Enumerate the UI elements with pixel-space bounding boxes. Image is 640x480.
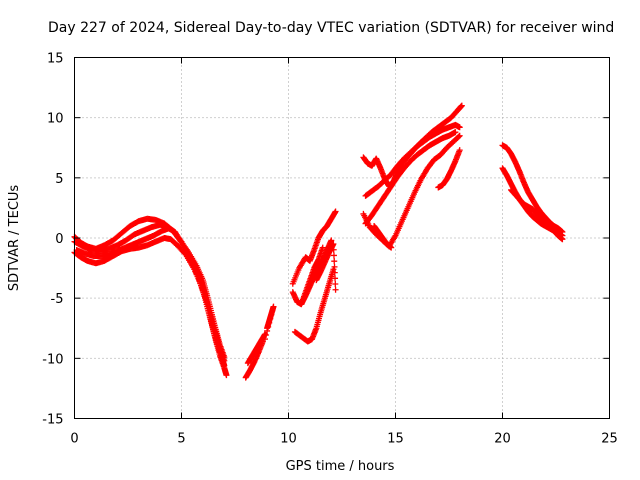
data-point	[221, 357, 228, 364]
data-point	[268, 311, 275, 318]
data-point	[331, 258, 338, 265]
data-point	[319, 244, 326, 251]
data-point	[331, 263, 338, 270]
series-track-u	[508, 186, 566, 243]
series-track-j	[291, 266, 337, 345]
data-point	[223, 372, 230, 379]
data-point	[266, 319, 273, 326]
data-point	[559, 236, 566, 243]
axis-ticks	[74, 57, 610, 419]
data-point	[267, 315, 274, 322]
data-point	[458, 102, 465, 109]
series-track-p	[362, 129, 459, 227]
x-tick-label: 10	[280, 432, 297, 447]
series-track-l	[298, 244, 326, 308]
data-points	[71, 102, 566, 381]
data-point	[455, 133, 462, 140]
series-track-o	[362, 121, 463, 199]
x-tick-label: 5	[177, 432, 185, 447]
y-tick-label: 0	[55, 232, 63, 247]
y-tick-label: 15	[47, 52, 64, 67]
series-track-s	[499, 142, 566, 235]
data-point	[388, 244, 395, 251]
data-point	[328, 237, 335, 244]
y-tick-label: 5	[55, 172, 63, 187]
x-tick-label: 20	[494, 432, 511, 447]
x-axis-label: GPS time / hours	[286, 459, 395, 474]
series-track-h	[289, 208, 339, 287]
series-track-q	[371, 222, 395, 251]
y-axis-label: SDTVAR / TECUs	[7, 185, 22, 292]
data-point	[456, 124, 463, 131]
series-track-e	[242, 338, 266, 381]
x-tick-label: 25	[601, 432, 618, 447]
series-track-k	[313, 241, 339, 293]
data-point	[332, 286, 339, 293]
data-point	[265, 323, 272, 330]
data-point	[331, 269, 338, 276]
data-point	[456, 132, 463, 139]
data-point	[332, 208, 339, 215]
data-point	[270, 303, 277, 310]
data-point	[452, 129, 459, 136]
y-tick-label: 10	[47, 112, 64, 127]
data-point	[261, 336, 268, 343]
y-tick-label: -15	[42, 413, 63, 428]
series-track-d	[73, 225, 228, 364]
data-point	[330, 252, 337, 259]
grid	[74, 57, 610, 419]
data-point	[456, 147, 463, 154]
data-point	[330, 246, 337, 253]
data-point	[332, 275, 339, 282]
y-tick-label: -5	[51, 292, 64, 307]
data-point	[263, 332, 270, 339]
data-point	[330, 241, 337, 248]
x-tick-label: 0	[70, 432, 78, 447]
series-track-f	[244, 331, 268, 367]
x-tick-label: 15	[387, 432, 404, 447]
data-point	[332, 281, 339, 288]
series-track-g	[261, 303, 277, 343]
chart-title: Day 227 of 2024, Sidereal Day-to-day VTE…	[48, 20, 614, 36]
y-tick-labels: -15 -10 -5 0 5 10 15	[42, 52, 63, 428]
series-track-r	[435, 147, 463, 191]
y-tick-label: -10	[42, 352, 63, 367]
data-point	[269, 307, 276, 314]
x-tick-labels: 0 5 10 15 20 25	[70, 432, 617, 447]
data-point	[264, 327, 271, 334]
